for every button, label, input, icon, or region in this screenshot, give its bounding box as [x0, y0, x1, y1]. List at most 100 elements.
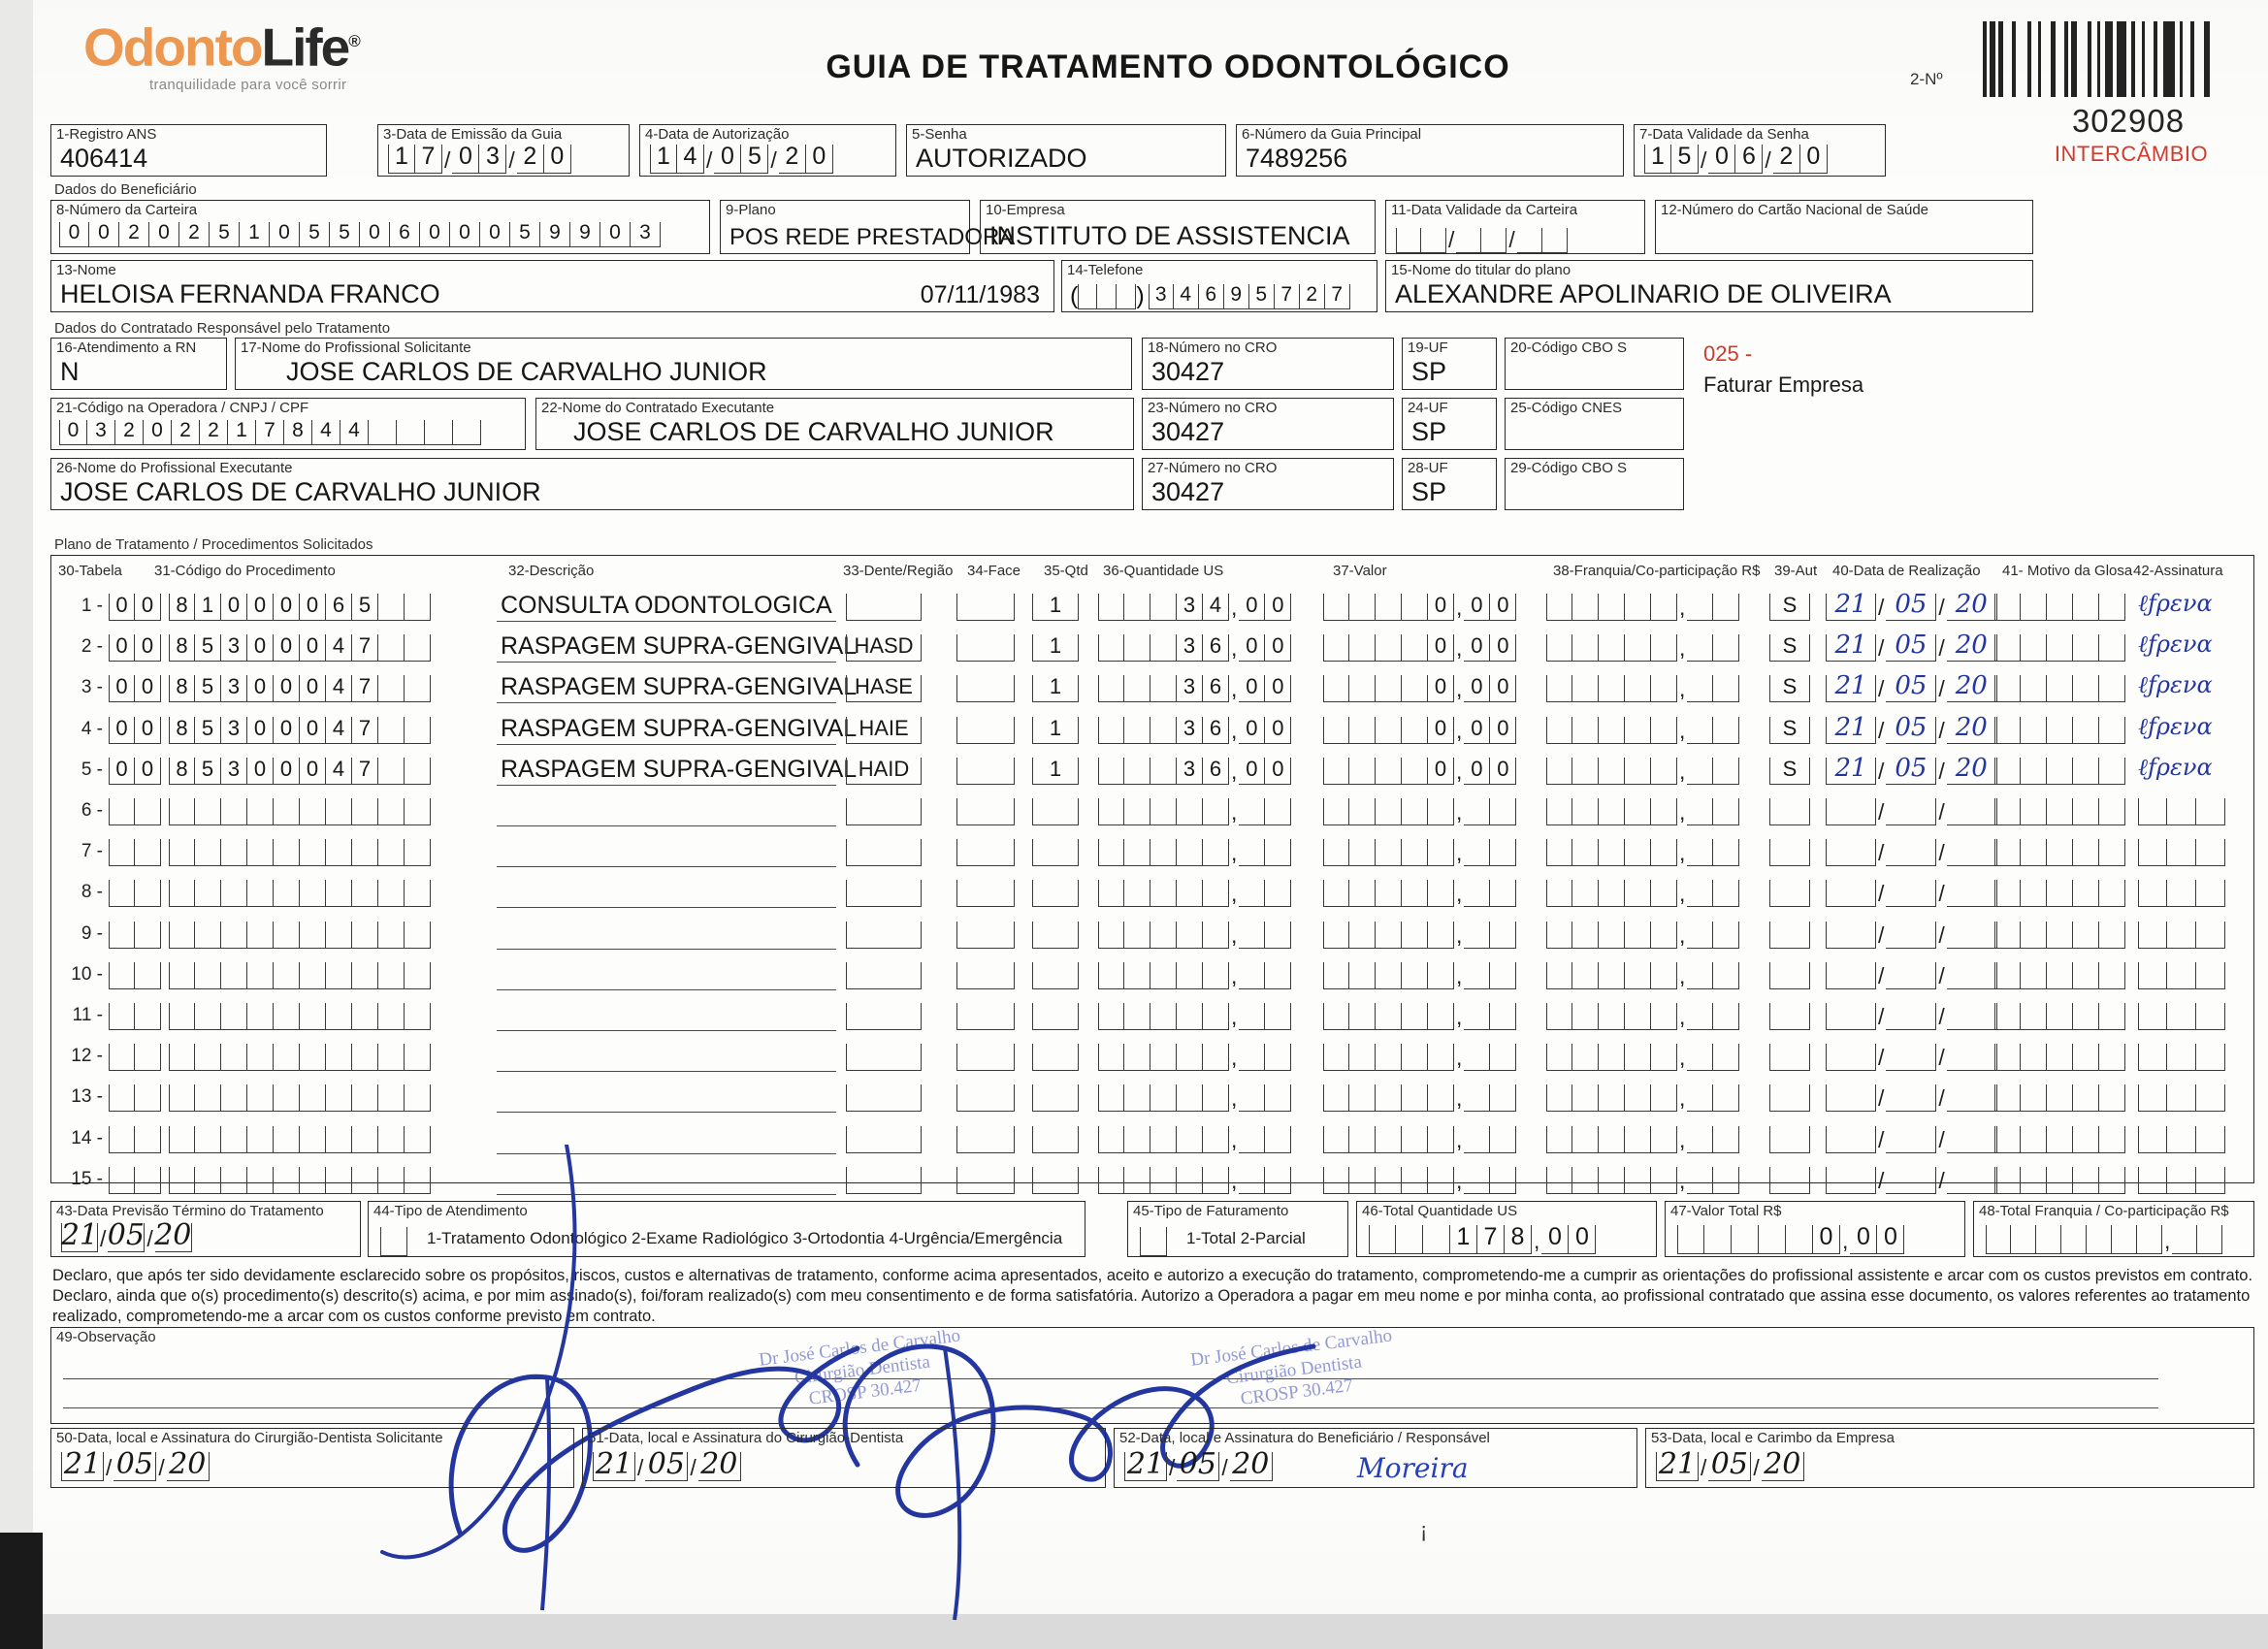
- comb-cell[interactable]: [1490, 1003, 1517, 1030]
- comb-cell[interactable]: 0: [300, 674, 326, 703]
- comb-cell[interactable]: 21: [1656, 1450, 1699, 1481]
- comb-cell[interactable]: [1546, 757, 1572, 785]
- comb-cell[interactable]: [2073, 961, 2099, 989]
- comb-cell[interactable]: [2138, 1044, 2167, 1072]
- field-23-numero-cro[interactable]: 23-Número no CRO 30427: [1142, 398, 1394, 450]
- comb-group[interactable]: 21 / 05 / 20: [1826, 715, 1997, 744]
- comb-cell[interactable]: [1032, 1003, 1079, 1030]
- comb-group[interactable]: / /: [1826, 961, 1997, 989]
- comb-cell[interactable]: [2196, 961, 2225, 989]
- comb-cell[interactable]: [1349, 716, 1376, 744]
- comb-cell[interactable]: [1769, 1125, 1810, 1153]
- comb-cell[interactable]: [247, 1125, 274, 1153]
- comb-cell[interactable]: [1376, 594, 1402, 621]
- comb-group[interactable]: ,: [1323, 798, 1517, 825]
- comb-cell[interactable]: [109, 1166, 135, 1194]
- comb-cell[interactable]: [221, 880, 247, 908]
- comb-cell[interactable]: 6: [1203, 716, 1229, 744]
- comb-cell[interactable]: [1704, 1225, 1732, 1254]
- comb-group[interactable]: / /: [1826, 1044, 1997, 1072]
- comb-group[interactable]: ,: [1323, 961, 1517, 989]
- comb-group[interactable]: [1032, 1166, 1079, 1194]
- comb-cell[interactable]: [1994, 921, 2021, 949]
- comb-group[interactable]: ,: [1546, 1003, 1740, 1030]
- comb-cell[interactable]: [1599, 594, 1625, 621]
- comb-group[interactable]: [1994, 716, 2125, 744]
- comb-cell[interactable]: [2021, 839, 2047, 867]
- comb-group[interactable]: [1769, 1044, 1810, 1072]
- comb-cell[interactable]: [1546, 1044, 1572, 1072]
- comb-group[interactable]: [169, 961, 431, 989]
- comb-cell[interactable]: [2073, 839, 2099, 867]
- comb-cell[interactable]: [405, 1044, 431, 1072]
- comb-cell[interactable]: [1402, 839, 1428, 867]
- comb-group[interactable]: [2138, 798, 2225, 825]
- comb-cell[interactable]: [1572, 880, 1599, 908]
- comb-cell[interactable]: [274, 1003, 300, 1030]
- comb-cell[interactable]: 0: [274, 593, 300, 621]
- field-48-comb[interactable]: ,: [1986, 1225, 2223, 1254]
- comb-cell[interactable]: [2073, 716, 2099, 744]
- comb-cell[interactable]: [300, 1084, 326, 1113]
- comb-cell[interactable]: [956, 1003, 1015, 1030]
- comb-cell[interactable]: [1826, 798, 1876, 825]
- comb-cell[interactable]: [2099, 1166, 2125, 1194]
- comb-cell[interactable]: [1150, 921, 1177, 949]
- comb-cell[interactable]: [1546, 634, 1572, 663]
- comb-group[interactable]: [1994, 1003, 2125, 1030]
- comb-cell[interactable]: [1713, 1166, 1740, 1194]
- comb-cell[interactable]: [1239, 798, 1266, 825]
- field-53-carimbo-empresa[interactable]: 53-Data, local e Carimbo da Empresa 21/0…: [1645, 1428, 2254, 1488]
- comb-cell[interactable]: 1: [650, 145, 677, 174]
- comb-cell[interactable]: 8: [169, 716, 195, 744]
- comb-cell[interactable]: [956, 675, 1015, 703]
- comb-cell[interactable]: [1625, 675, 1651, 703]
- comb-cell[interactable]: [1651, 1044, 1677, 1072]
- comb-cell[interactable]: 05: [108, 1221, 146, 1252]
- comb-cell[interactable]: [1769, 961, 1810, 989]
- comb-group[interactable]: [846, 798, 922, 825]
- comb-cell[interactable]: [1994, 675, 2021, 703]
- comb-cell[interactable]: 05: [1177, 1450, 1220, 1481]
- comb-cell[interactable]: [1546, 839, 1572, 867]
- comb-cell[interactable]: 0: [221, 593, 247, 621]
- comb-cell[interactable]: 3: [221, 633, 247, 663]
- comb-cell[interactable]: 0: [109, 716, 135, 744]
- comb-group[interactable]: [956, 1044, 1015, 1072]
- comb-cell[interactable]: [378, 675, 405, 703]
- comb-cell[interactable]: [1826, 839, 1876, 867]
- comb-group[interactable]: [169, 1125, 431, 1153]
- comb-cell[interactable]: [378, 1084, 405, 1113]
- comb-cell[interactable]: [1599, 1125, 1625, 1153]
- comb-cell[interactable]: [1625, 634, 1651, 663]
- comb-cell[interactable]: [1098, 1003, 1124, 1030]
- comb-cell[interactable]: [1098, 880, 1124, 908]
- comb-cell[interactable]: [1098, 1125, 1124, 1153]
- comb-cell[interactable]: [1651, 1003, 1677, 1030]
- comb-cell[interactable]: 3: [631, 221, 661, 247]
- comb-group[interactable]: [1769, 798, 1810, 825]
- field-18-numero-cro[interactable]: 18-Número no CRO 30427: [1142, 338, 1394, 390]
- comb-cell[interactable]: [1946, 1003, 1997, 1030]
- comb-cell[interactable]: [221, 1084, 247, 1113]
- comb-cell[interactable]: [300, 1166, 326, 1194]
- comb-group[interactable]: HASD: [846, 633, 922, 663]
- comb-cell[interactable]: [2047, 921, 2073, 949]
- comb-group[interactable]: HASE: [846, 674, 922, 703]
- comb-cell[interactable]: 0: [247, 633, 274, 663]
- comb-cell[interactable]: [247, 880, 274, 908]
- comb-cell[interactable]: 0: [1464, 716, 1491, 744]
- comb-cell[interactable]: [1124, 839, 1150, 867]
- comb-cell[interactable]: 1: [1032, 633, 1079, 663]
- comb-cell[interactable]: 0: [1799, 145, 1828, 174]
- comb-cell[interactable]: 3: [1148, 283, 1174, 309]
- comb-cell[interactable]: [1032, 839, 1079, 867]
- comb-cell[interactable]: 1: [1032, 593, 1079, 621]
- comb-group[interactable]: [1994, 1125, 2125, 1153]
- comb-cell[interactable]: [1464, 921, 1491, 949]
- comb-cell[interactable]: [1651, 880, 1677, 908]
- comb-cell[interactable]: [1376, 961, 1402, 989]
